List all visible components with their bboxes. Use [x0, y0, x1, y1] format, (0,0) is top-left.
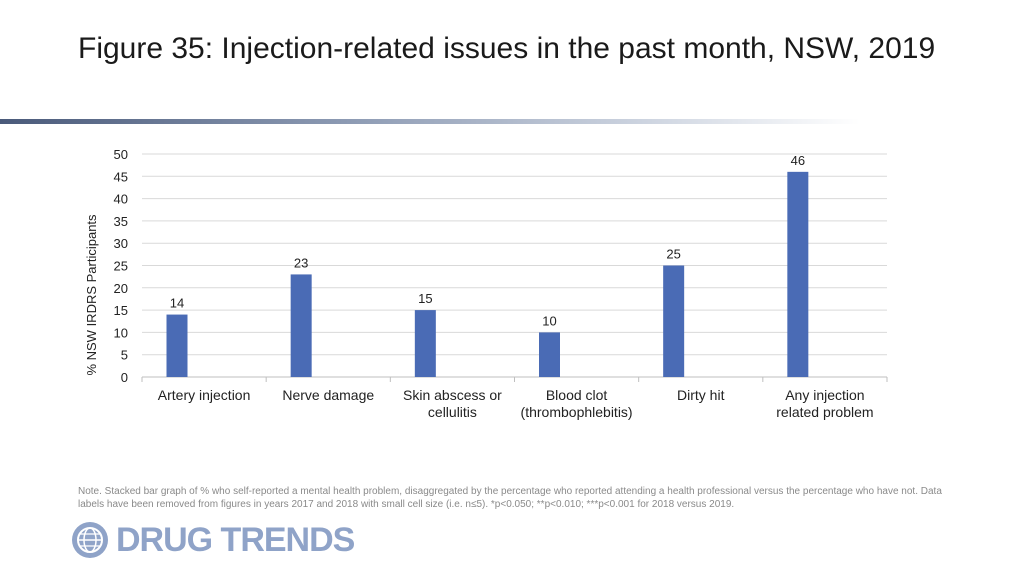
x-category-label: Blood clot (thrombophlebitis) [521, 387, 633, 420]
bars [166, 171, 809, 377]
x-category-label: Dirty hit [677, 387, 725, 403]
drug-trends-logo: DRUG TRENDS [70, 520, 355, 559]
y-tick-label: 40 [114, 192, 128, 207]
y-tick-label: 35 [114, 214, 128, 229]
y-tick-label: 20 [114, 281, 128, 296]
data-label: 14 [170, 296, 184, 311]
y-tick-label: 50 [114, 147, 128, 162]
y-tick-label: 30 [114, 236, 128, 251]
y-tick-label: 0 [121, 370, 128, 385]
logo-text: DRUG TRENDS [116, 520, 355, 559]
bar [166, 314, 188, 377]
y-tick-label: 10 [114, 325, 128, 340]
x-category-label: Skin abscess or cellulitis [403, 387, 502, 420]
bar [787, 171, 809, 377]
x-category-label: Any injection related problem [776, 387, 873, 420]
bar [539, 332, 560, 377]
x-axis-categories: Artery injection Nerve damage Skin abscess… [158, 387, 874, 420]
data-label: 46 [791, 153, 805, 168]
data-label: 15 [418, 291, 432, 306]
y-tick-label: 25 [114, 259, 128, 274]
x-category-label: Nerve damage [282, 387, 374, 403]
y-axis-ticks: 0 5 10 15 20 25 30 35 40 45 50 [114, 147, 128, 385]
title-divider [0, 119, 860, 124]
data-label: 23 [294, 255, 308, 270]
y-tick-label: 5 [121, 348, 128, 363]
x-category-label: Artery injection [158, 387, 251, 403]
gridlines [141, 153, 888, 382]
page-title: Figure 35: Injection-related issues in t… [78, 32, 936, 65]
y-tick-label: 45 [114, 169, 128, 184]
footnote: Note. Stacked bar graph of % who self-re… [78, 486, 942, 510]
data-label: 10 [542, 313, 556, 328]
bar [290, 274, 312, 377]
bar [663, 265, 685, 377]
globe-icon [72, 522, 108, 558]
data-labels: 14 23 15 10 25 46 [170, 153, 805, 329]
y-axis-label: % NSW IRDRS Participants [84, 214, 99, 376]
bar [414, 310, 436, 377]
y-tick-label: 15 [114, 303, 128, 318]
data-label: 25 [666, 247, 680, 262]
